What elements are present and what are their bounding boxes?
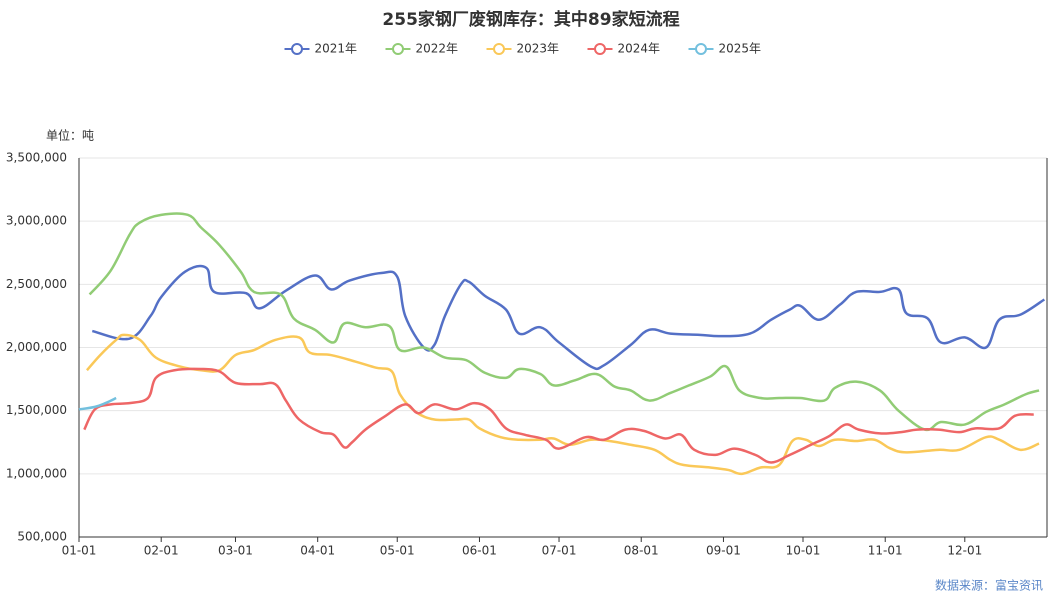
legend-label: 2025年 [719, 42, 762, 56]
x-tick-label: 07-01 [542, 544, 577, 558]
y-tick-label: 3,500,000 [6, 151, 67, 165]
series-line [91, 264, 1046, 371]
x-tick-label: 04-01 [300, 544, 335, 558]
legend-marker [291, 43, 303, 55]
y-tick-label: 2,500,000 [6, 277, 67, 291]
y-tick-label: 3,000,000 [6, 214, 67, 228]
x-tick-label: 02-01 [144, 544, 179, 558]
x-tick-label: 03-01 [218, 544, 253, 558]
y-tick-label: 1,500,000 [6, 403, 67, 417]
legend-marker [594, 43, 606, 55]
legend-marker [392, 43, 404, 55]
legend-marker [493, 43, 505, 55]
unit-label: 单位：吨 [46, 128, 94, 143]
series-line [86, 333, 1040, 476]
x-tick-label: 12-01 [947, 544, 982, 558]
y-tick-label: 2,000,000 [6, 340, 67, 354]
x-tick-label: 08-01 [624, 544, 659, 558]
legend-label: 2022年 [416, 42, 459, 56]
source: 数据来源：富宝资讯 [935, 578, 1043, 593]
legend-label: 2024年 [618, 42, 661, 56]
legend-marker [695, 43, 707, 55]
y-tick-label: 500,000 [17, 530, 67, 544]
chart-title: 255家钢厂废钢库存：其中89家短流程 [382, 9, 679, 30]
legend-label: 2023年 [517, 42, 560, 56]
x-tick-label: 11-01 [868, 544, 903, 558]
legend-label: 2021年 [315, 42, 358, 56]
x-tick-label: 05-01 [380, 544, 415, 558]
y-tick-label: 1,000,000 [6, 466, 67, 480]
series-line [88, 212, 1040, 432]
series-line [83, 367, 1034, 464]
x-tick-label: 10-01 [786, 544, 821, 558]
x-tick-label: 09-01 [706, 544, 741, 558]
series-line [78, 396, 117, 411]
x-tick-label: 06-01 [462, 544, 497, 558]
x-tick-label: 01-01 [62, 544, 97, 558]
